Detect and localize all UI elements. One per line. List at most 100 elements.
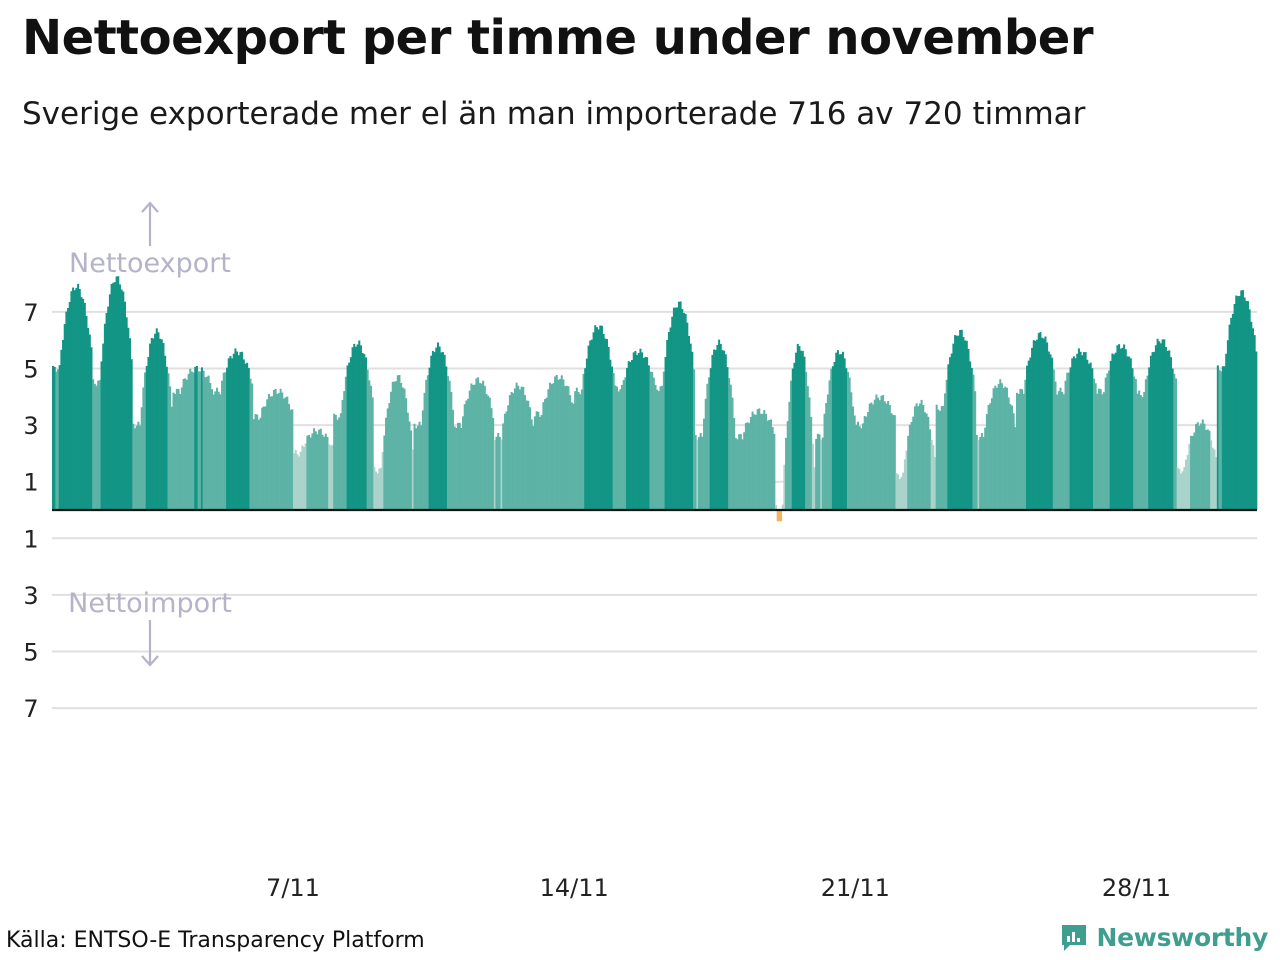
export-bar — [254, 414, 257, 510]
export-bar — [271, 396, 274, 510]
export-bar — [808, 397, 811, 510]
export-bar — [321, 434, 324, 510]
export-bar — [972, 374, 975, 510]
export-bar — [818, 434, 821, 510]
export-bar — [272, 390, 275, 510]
export-bar — [997, 384, 1000, 510]
export-bar — [195, 365, 198, 510]
export-bar — [1081, 355, 1084, 510]
export-bar — [1016, 392, 1019, 510]
export-bar — [212, 394, 215, 510]
export-bar — [1151, 352, 1154, 510]
export-bar — [826, 394, 829, 510]
export-bar — [224, 372, 227, 510]
export-bar — [445, 366, 448, 510]
export-bar — [140, 407, 143, 510]
export-bar — [632, 352, 635, 510]
export-bar — [383, 435, 386, 510]
export-bar — [333, 413, 336, 510]
export-bar — [851, 406, 855, 510]
export-bar — [182, 378, 185, 510]
export-bar — [646, 357, 649, 510]
export-bar — [1163, 339, 1166, 510]
brand-logo[interactable]: Newsworthy — [1059, 922, 1268, 952]
export-bar — [147, 356, 150, 510]
export-bar — [1041, 337, 1044, 510]
export-bar — [862, 423, 865, 510]
export-bar — [137, 421, 140, 510]
export-bar — [913, 406, 916, 510]
export-bar — [960, 329, 963, 510]
export-bar — [677, 301, 680, 510]
export-bar — [518, 389, 521, 510]
export-bar — [947, 364, 950, 510]
export-bar — [932, 445, 935, 510]
export-bar — [1248, 309, 1251, 510]
export-bar — [990, 398, 993, 510]
export-bar — [1005, 387, 1008, 510]
export-bar — [1149, 355, 1152, 510]
export-bar — [1067, 372, 1070, 510]
export-bar — [1218, 369, 1221, 510]
export-bar — [682, 313, 685, 510]
export-bar — [580, 389, 583, 510]
export-bar — [502, 423, 505, 510]
export-bar — [557, 379, 560, 510]
export-bar — [293, 453, 296, 510]
export-bar — [582, 373, 585, 510]
export-bar — [413, 423, 416, 510]
export-bar — [1022, 393, 1025, 510]
export-bar — [726, 367, 729, 510]
export-bar — [85, 315, 88, 510]
export-bar — [731, 397, 734, 510]
export-bar — [1236, 296, 1239, 510]
export-bar — [1004, 386, 1007, 510]
export-bar — [564, 386, 567, 510]
export-bar — [751, 411, 754, 510]
export-bar — [965, 340, 968, 510]
export-bar — [736, 439, 739, 510]
export-bar — [460, 427, 463, 510]
export-bar — [343, 391, 346, 510]
export-bar — [1109, 360, 1112, 510]
export-bar — [1138, 390, 1141, 510]
export-bar — [249, 378, 252, 510]
export-bar — [574, 391, 577, 510]
export-bar — [498, 436, 501, 510]
export-bar — [534, 416, 537, 510]
chart-subtitle: Sverige exporterade mer el än man import… — [22, 96, 1086, 132]
export-bar — [523, 395, 526, 510]
export-bar — [970, 367, 973, 510]
export-bar — [1136, 393, 1139, 510]
y-tick-label: 1 — [23, 469, 38, 497]
export-bar — [647, 365, 650, 510]
export-bar — [597, 329, 600, 510]
export-bar — [1226, 340, 1229, 510]
export-bar — [873, 399, 876, 510]
export-bar — [1037, 333, 1040, 511]
export-bar — [279, 388, 282, 510]
export-bar — [1243, 297, 1246, 510]
export-bar — [455, 427, 458, 510]
export-bar — [472, 384, 475, 510]
export-bar — [517, 385, 520, 510]
export-bar — [825, 403, 828, 510]
export-bar — [687, 335, 690, 510]
export-bar — [771, 427, 774, 510]
export-bar — [155, 328, 158, 510]
export-bar — [883, 401, 886, 510]
export-bar — [368, 380, 371, 510]
export-bar — [244, 363, 247, 510]
export-bar — [651, 371, 654, 510]
export-bar — [239, 352, 242, 510]
export-bar — [348, 362, 351, 510]
export-bar — [828, 380, 831, 510]
export-bar — [172, 392, 175, 511]
export-bar — [741, 439, 744, 510]
export-bar — [627, 361, 630, 510]
export-bar — [95, 385, 98, 510]
export-bar — [1181, 471, 1184, 510]
export-bar — [65, 311, 68, 510]
export-bar — [689, 343, 692, 510]
export-bar — [264, 406, 267, 510]
